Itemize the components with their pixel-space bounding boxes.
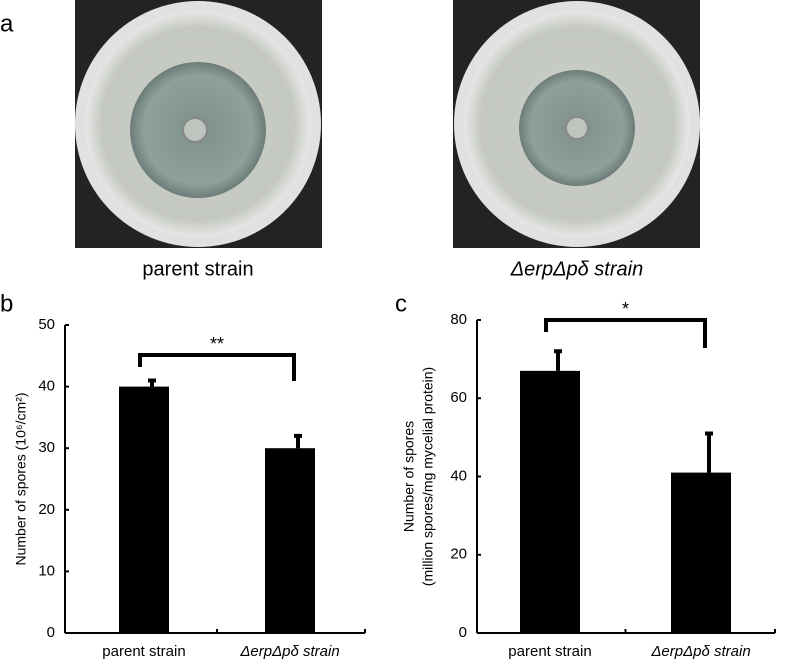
significance-bracket	[544, 318, 707, 348]
y-tick-label: 40	[38, 378, 55, 395]
y-tick-label: 10	[38, 562, 55, 579]
y-tick-label: 20	[450, 546, 467, 563]
panel-label: b	[0, 290, 13, 317]
bar	[520, 370, 580, 633]
bar	[119, 386, 169, 633]
x-tick-label: parent strain	[102, 643, 185, 660]
y-axis-label: Number of spores (10⁶/cm²)	[13, 392, 29, 565]
y-tick-label: 0	[459, 624, 467, 641]
panel-label: c	[395, 290, 407, 317]
error-bar	[554, 349, 562, 371]
plate-photo	[75, 0, 322, 248]
error-bar	[148, 378, 156, 387]
photo-caption: ΔerpΔpδ strain	[510, 258, 643, 280]
bar	[265, 448, 315, 633]
bar	[671, 472, 731, 633]
error-bar	[294, 433, 302, 449]
significance-label: **	[210, 334, 224, 354]
error-bar	[705, 431, 713, 473]
y-tick-label: 40	[450, 467, 467, 484]
y-tick-label: 60	[450, 389, 467, 406]
y-tick-label: 80	[450, 311, 467, 328]
y-tick-label: 30	[38, 439, 55, 456]
y-tick-label: 0	[47, 624, 55, 641]
significance-label: *	[622, 299, 629, 319]
y-axis-label: (million spores/mg mycelial protein)	[420, 367, 436, 586]
significance-bracket	[138, 353, 296, 381]
x-tick-label: ΔerpΔpδ strain	[650, 643, 750, 660]
x-tick-label: ΔerpΔpδ strain	[239, 643, 339, 660]
y-tick-label: 20	[38, 501, 55, 518]
x-tick-label: parent strain	[508, 643, 591, 660]
plate-photo	[453, 0, 700, 248]
y-tick-label: 50	[38, 316, 55, 333]
panel-label: a	[0, 10, 14, 37]
y-axis-label: Number of spores	[401, 421, 417, 532]
photo-caption: parent strain	[142, 258, 253, 280]
